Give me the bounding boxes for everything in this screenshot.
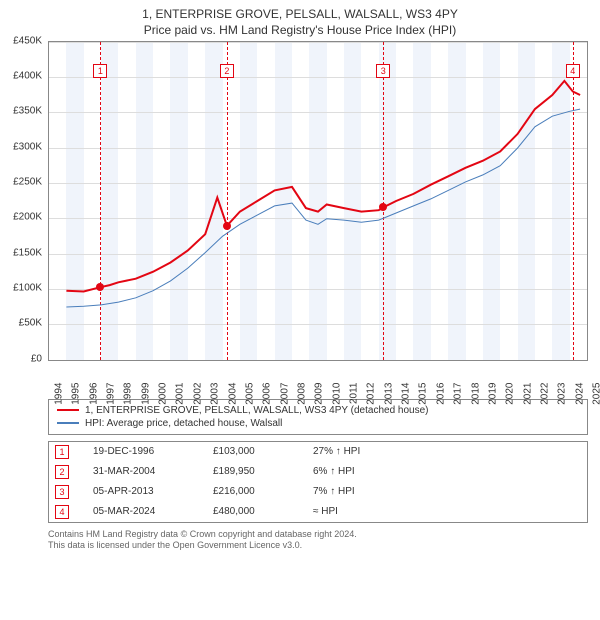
x-axis-label: 2003 bbox=[210, 382, 221, 404]
x-axis-label: 2015 bbox=[418, 382, 429, 404]
event-dot bbox=[96, 283, 104, 291]
transaction-delta: 6% ↑ HPI bbox=[313, 466, 581, 477]
x-axis-label: 2016 bbox=[435, 382, 446, 404]
legend-row: HPI: Average price, detached house, Wals… bbox=[57, 417, 579, 430]
x-axis-label: 2001 bbox=[175, 382, 186, 404]
x-axis-label: 2005 bbox=[245, 382, 256, 404]
x-axis-label: 2020 bbox=[505, 382, 516, 404]
transaction-price: £216,000 bbox=[213, 486, 313, 497]
x-axis-label: 2018 bbox=[470, 382, 481, 404]
legend-label: 1, ENTERPRISE GROVE, PELSALL, WALSALL, W… bbox=[85, 405, 429, 416]
legend-swatch bbox=[57, 409, 79, 411]
footer-attribution: Contains HM Land Registry data © Crown c… bbox=[48, 529, 588, 552]
transaction-date: 05-APR-2013 bbox=[93, 486, 213, 497]
transaction-price: £103,000 bbox=[213, 446, 313, 457]
transaction-row: 1 19-DEC-1996£103,00027% ↑ HPI bbox=[49, 442, 587, 462]
y-axis-label: £100K bbox=[2, 283, 42, 294]
x-axis-label: 2008 bbox=[297, 382, 308, 404]
y-axis-label: £150K bbox=[2, 247, 42, 258]
x-axis-label: 2021 bbox=[522, 382, 533, 404]
event-marker-label: 1 bbox=[93, 64, 107, 78]
transaction-delta: ≈ HPI bbox=[313, 506, 581, 517]
transactions-table: 1 19-DEC-1996£103,00027% ↑ HPI 2 31-MAR-200… bbox=[48, 441, 588, 523]
chart-wrap: 1234 £0£50K£100K£150K£200K£250K£300K£350… bbox=[48, 41, 588, 391]
transaction-num: 1 bbox=[55, 445, 69, 459]
chart-subtitle: Price paid vs. HM Land Registry's House … bbox=[0, 23, 600, 41]
event-marker-label: 3 bbox=[376, 64, 390, 78]
x-axis-label: 2000 bbox=[158, 382, 169, 404]
transaction-date: 31-MAR-2004 bbox=[93, 466, 213, 477]
transaction-num: 3 bbox=[55, 485, 69, 499]
transaction-suffix: HPI bbox=[335, 466, 354, 477]
transaction-suffix: HPI bbox=[335, 486, 354, 497]
transaction-row: 4 05-MAR-2024£480,000≈ HPI bbox=[49, 502, 587, 522]
transaction-price: £189,950 bbox=[213, 466, 313, 477]
transaction-suffix: ≈ HPI bbox=[313, 506, 338, 517]
y-axis-label: £400K bbox=[2, 71, 42, 82]
transaction-num: 2 bbox=[55, 465, 69, 479]
y-axis-label: £250K bbox=[2, 177, 42, 188]
legend-row: 1, ENTERPRISE GROVE, PELSALL, WALSALL, W… bbox=[57, 404, 579, 417]
event-dot bbox=[223, 222, 231, 230]
x-axis-label: 2007 bbox=[279, 382, 290, 404]
x-axis-label: 2002 bbox=[192, 382, 203, 404]
event-marker-label: 2 bbox=[220, 64, 234, 78]
footer-line-1: Contains HM Land Registry data © Crown c… bbox=[48, 529, 588, 541]
event-marker-label: 4 bbox=[566, 64, 580, 78]
y-axis-label: £350K bbox=[2, 106, 42, 117]
y-axis-label: £300K bbox=[2, 141, 42, 152]
chart-title: 1, ENTERPRISE GROVE, PELSALL, WALSALL, W… bbox=[0, 0, 600, 23]
x-axis-label: 2011 bbox=[348, 382, 359, 404]
legend-swatch bbox=[57, 422, 79, 424]
footer-line-2: This data is licensed under the Open Gov… bbox=[48, 540, 588, 552]
x-axis-label: 2013 bbox=[383, 382, 394, 404]
legend-label: HPI: Average price, detached house, Wals… bbox=[85, 418, 282, 429]
transaction-suffix: HPI bbox=[341, 446, 360, 457]
x-axis-label: 2025 bbox=[592, 382, 600, 404]
x-axis-label: 2019 bbox=[487, 382, 498, 404]
x-axis-label: 1998 bbox=[123, 382, 134, 404]
transaction-row: 2 31-MAR-2004£189,9506% ↑ HPI bbox=[49, 462, 587, 482]
transaction-num: 4 bbox=[55, 505, 69, 519]
x-axis-label: 2017 bbox=[453, 382, 464, 404]
transaction-row: 3 05-APR-2013£216,0007% ↑ HPI bbox=[49, 482, 587, 502]
x-axis-label: 2022 bbox=[540, 382, 551, 404]
y-axis-label: £200K bbox=[2, 212, 42, 223]
y-axis-label: £50K bbox=[2, 318, 42, 329]
y-axis-label: £450K bbox=[2, 35, 42, 46]
x-axis-label: 2023 bbox=[557, 382, 568, 404]
x-axis-label: 2024 bbox=[574, 382, 585, 404]
x-axis-label: 1999 bbox=[140, 382, 151, 404]
x-axis-label: 2004 bbox=[227, 382, 238, 404]
series-line-property bbox=[66, 81, 580, 292]
x-axis-label: 1994 bbox=[54, 382, 65, 404]
transaction-date: 05-MAR-2024 bbox=[93, 506, 213, 517]
x-axis-label: 2010 bbox=[331, 382, 342, 404]
page-container: 1, ENTERPRISE GROVE, PELSALL, WALSALL, W… bbox=[0, 0, 600, 620]
event-dot bbox=[379, 203, 387, 211]
y-axis-label: £0 bbox=[2, 353, 42, 364]
x-axis-label: 2006 bbox=[262, 382, 273, 404]
x-axis-label: 1996 bbox=[88, 382, 99, 404]
transaction-delta: 7% ↑ HPI bbox=[313, 486, 581, 497]
transaction-date: 19-DEC-1996 bbox=[93, 446, 213, 457]
transaction-delta: 27% ↑ HPI bbox=[313, 446, 581, 457]
x-axis-label: 2009 bbox=[314, 382, 325, 404]
transaction-price: £480,000 bbox=[213, 506, 313, 517]
x-axis-label: 1995 bbox=[71, 382, 82, 404]
x-axis-label: 2014 bbox=[401, 382, 412, 404]
chart-plot-area: 1 2 3 4 bbox=[48, 41, 588, 361]
chart-lines-svg bbox=[49, 42, 587, 360]
x-axis-label: 2012 bbox=[366, 382, 377, 404]
x-axis-label: 1997 bbox=[106, 382, 117, 404]
